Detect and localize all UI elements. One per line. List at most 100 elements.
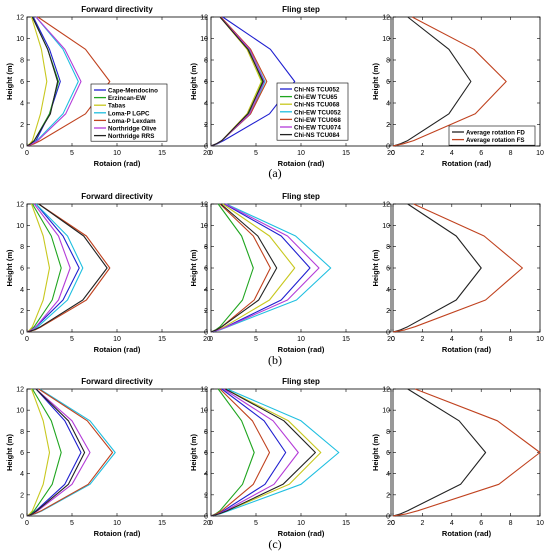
y-tick-label: 0: [386, 330, 390, 337]
y-tick-label: 4: [204, 471, 208, 478]
y-tick-label: 12: [200, 387, 208, 394]
x-tick-label: 0: [25, 336, 29, 343]
series-line-5: [26, 388, 114, 517]
y-axis-label: Height (m): [189, 62, 198, 100]
y-tick-label: 0: [20, 514, 24, 521]
legend-entry: Chi-EW TCU052: [294, 109, 341, 116]
x-axis-label: Rotaion (rad): [94, 345, 141, 354]
x-tick-label: 15: [342, 520, 350, 527]
x-tick-label: 4: [450, 520, 454, 527]
y-tick-label: 12: [16, 387, 24, 394]
legend-entry: Chi-EW TCU65: [294, 94, 338, 101]
y-tick-label: 10: [200, 223, 208, 230]
legend-entry: Northridge Olive: [108, 126, 157, 133]
x-tick-label: 5: [254, 520, 258, 527]
y-tick-label: 12: [382, 387, 390, 394]
panel-a-avg: 0 2 4 6 8 10 0 2 4 6 8 10 12 Rotation (rad) Height (m): [371, 15, 544, 169]
y-tick-label: 2: [386, 492, 390, 499]
y-tick-label: 12: [200, 15, 208, 22]
legend-entry: Chi-NS TCU084: [294, 132, 340, 139]
y-tick-label: 6: [386, 79, 390, 86]
x-axis-label: Rotaion (rad): [278, 345, 325, 354]
x-tick-label: 0: [391, 150, 395, 157]
series-line-6: [26, 16, 82, 147]
x-tick-label: 10: [536, 336, 544, 343]
x-tick-label: 15: [158, 150, 166, 157]
x-tick-label: 10: [297, 150, 305, 157]
y-tick-label: 0: [20, 144, 24, 151]
series-line-7: [210, 16, 264, 147]
x-tick-label: 10: [297, 520, 305, 527]
x-tick-label: 8: [509, 336, 513, 343]
y-tick-label: 8: [20, 244, 24, 251]
axes-frame: [392, 16, 541, 147]
x-tick-label: 5: [254, 336, 258, 343]
axes-frame: [392, 203, 541, 333]
series-line-1: [392, 16, 472, 147]
y-tick-label: 10: [382, 36, 390, 43]
legend-entry: Average rotation FS: [466, 137, 525, 144]
x-axis-label: Rotation (rad): [442, 159, 492, 168]
y-tick-label: 0: [386, 144, 390, 151]
x-tick-label: 15: [342, 150, 350, 157]
x-tick-label: 0: [209, 336, 213, 343]
series-line-3: [26, 388, 51, 517]
y-tick-label: 12: [16, 202, 24, 209]
x-tick-label: 20: [203, 150, 211, 157]
series-line-5: [26, 16, 111, 147]
y-tick-label: 0: [204, 330, 208, 337]
y-tick-label: 4: [20, 471, 24, 478]
x-tick-label: 2: [420, 150, 424, 157]
y-axis-label: Height (m): [189, 249, 198, 287]
legend-entry: Northridge RRS: [108, 133, 154, 140]
panel-c-avg: 0 2 4 6 8 10 0 2 4 6 8 10 12 Rotation (rad) Height (m): [371, 387, 544, 539]
y-tick-label: 12: [16, 15, 24, 22]
y-axis-label: Height (m): [371, 433, 380, 471]
y-tick-label: 0: [20, 330, 24, 337]
y-tick-label: 8: [386, 58, 390, 65]
x-tick-label: 10: [113, 336, 121, 343]
x-tick-label: 5: [70, 150, 74, 157]
y-tick-label: 10: [382, 408, 390, 415]
legend-entry: Chi-NS TCU068: [294, 102, 340, 109]
x-tick-label: 5: [70, 520, 74, 527]
legend-entry: Cape-Mendocino: [108, 88, 158, 95]
y-tick-label: 2: [204, 122, 208, 129]
legend-entry: Average rotation FD: [466, 130, 525, 137]
row-caption: (b): [268, 353, 282, 367]
y-tick-label: 2: [20, 308, 24, 315]
panel-b-avg: 0 2 4 6 8 10 0 2 4 6 8 10 12 Rotation (rad) Height (m): [371, 202, 544, 355]
x-tick-label: 20: [387, 150, 395, 157]
y-tick-label: 2: [204, 492, 208, 499]
y-tick-label: 8: [386, 244, 390, 251]
y-tick-label: 10: [16, 36, 24, 43]
y-tick-label: 2: [204, 308, 208, 315]
y-tick-label: 8: [20, 58, 24, 65]
series-line-6: [26, 203, 71, 333]
x-tick-label: 0: [209, 150, 213, 157]
x-tick-label: 10: [113, 150, 121, 157]
y-tick-label: 2: [20, 492, 24, 499]
x-axis-label: Rotaion (rad): [278, 159, 325, 168]
x-tick-label: 6: [479, 520, 483, 527]
x-tick-label: 15: [158, 520, 166, 527]
panel-title: Fling step: [282, 5, 320, 14]
y-axis-label: Height (m): [5, 249, 14, 287]
panel-title: Forward directivity: [81, 5, 153, 14]
y-tick-label: 10: [200, 36, 208, 43]
x-tick-label: 20: [203, 336, 211, 343]
y-tick-label: 8: [20, 429, 24, 436]
y-tick-label: 6: [386, 450, 390, 457]
y-tick-label: 6: [20, 266, 24, 273]
x-axis-label: Rotation (rad): [442, 345, 492, 354]
legend-entry: Erzincan-EW: [108, 95, 146, 102]
y-tick-label: 2: [20, 122, 24, 129]
x-tick-label: 0: [391, 336, 395, 343]
y-axis-label: Height (m): [371, 249, 380, 287]
